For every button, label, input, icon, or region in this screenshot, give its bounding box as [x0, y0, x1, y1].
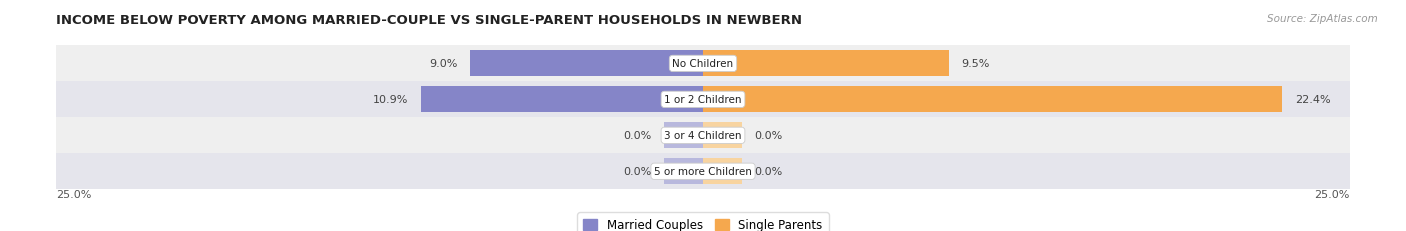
Text: 9.0%: 9.0% — [429, 59, 457, 69]
Text: 0.0%: 0.0% — [755, 167, 783, 176]
Text: 0.0%: 0.0% — [755, 131, 783, 141]
Bar — [420, 87, 703, 113]
Bar — [703, 123, 742, 149]
Text: 1 or 2 Children: 1 or 2 Children — [664, 95, 742, 105]
Text: 3 or 4 Children: 3 or 4 Children — [664, 131, 742, 141]
Bar — [56, 154, 1350, 189]
Bar — [703, 87, 1282, 113]
Text: 9.5%: 9.5% — [962, 59, 990, 69]
Text: 25.0%: 25.0% — [1315, 189, 1350, 199]
Text: 10.9%: 10.9% — [373, 95, 408, 105]
Bar — [56, 82, 1350, 118]
Text: Source: ZipAtlas.com: Source: ZipAtlas.com — [1267, 14, 1378, 24]
Text: No Children: No Children — [672, 59, 734, 69]
Text: 22.4%: 22.4% — [1295, 95, 1331, 105]
Bar — [664, 123, 703, 149]
Text: 0.0%: 0.0% — [623, 167, 651, 176]
Text: 25.0%: 25.0% — [56, 189, 91, 199]
Bar — [56, 46, 1350, 82]
Text: 0.0%: 0.0% — [623, 131, 651, 141]
Bar — [703, 159, 742, 184]
Legend: Married Couples, Single Parents: Married Couples, Single Parents — [578, 213, 828, 231]
Bar — [470, 51, 703, 77]
Text: 5 or more Children: 5 or more Children — [654, 167, 752, 176]
Bar — [664, 159, 703, 184]
Text: INCOME BELOW POVERTY AMONG MARRIED-COUPLE VS SINGLE-PARENT HOUSEHOLDS IN NEWBERN: INCOME BELOW POVERTY AMONG MARRIED-COUPL… — [56, 14, 803, 27]
Bar — [56, 118, 1350, 154]
Bar — [703, 51, 949, 77]
